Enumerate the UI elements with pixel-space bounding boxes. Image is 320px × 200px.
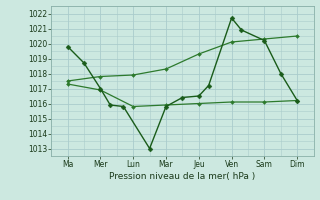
X-axis label: Pression niveau de la mer( hPa ): Pression niveau de la mer( hPa )	[109, 172, 256, 181]
